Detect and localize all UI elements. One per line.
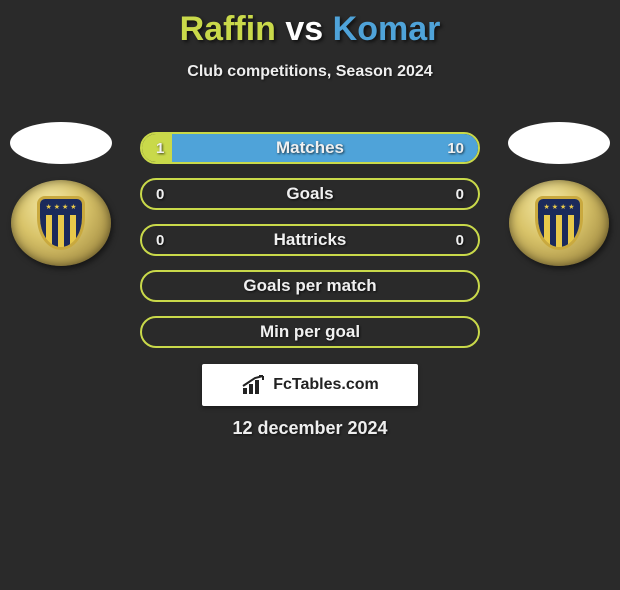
bar-value-right: 10	[447, 140, 464, 157]
bar-label: Min per goal	[142, 322, 478, 342]
attribution-text: FcTables.com	[273, 376, 379, 394]
player1-team-badge: ★★★★	[11, 180, 111, 266]
bar-label: Goals	[142, 184, 478, 204]
bar-value-left: 0	[156, 232, 164, 249]
player2-name: Komar	[333, 10, 441, 48]
stat-bar-row: Goals0 0	[140, 178, 480, 210]
player1-name: Raffin	[180, 10, 276, 48]
vs-text: vs	[285, 10, 323, 48]
stat-bar-row: Min per goal	[140, 316, 480, 348]
attribution-banner: FcTables.com	[202, 364, 418, 406]
date-text: 12 december 2024	[0, 418, 620, 439]
bar-label: Hattricks	[142, 230, 478, 250]
bar-value-right: 0	[456, 232, 464, 249]
player2-team-badge: ★★★★	[509, 180, 609, 266]
comparison-title: Raffin vs Komar	[0, 10, 620, 49]
bar-value-right: 0	[456, 186, 464, 203]
stat-bar-row: Goals per match	[140, 270, 480, 302]
team-shield-icon: ★★★★	[535, 196, 583, 250]
stat-bar-row: Matches1 10	[140, 132, 480, 164]
player-left-column: ★★★★	[6, 122, 116, 266]
team-shield-icon: ★★★★	[37, 196, 85, 250]
stat-bars: Matches110Goals00Hattricks00Goals per ma…	[140, 132, 480, 348]
bar-value-left: 0	[156, 186, 164, 203]
fctables-logo-icon	[241, 374, 267, 396]
player1-avatar-placeholder	[10, 122, 112, 164]
bar-label: Goals per match	[142, 276, 478, 296]
stat-bar-row: Hattricks0 0	[140, 224, 480, 256]
bar-label: Matches	[142, 138, 478, 158]
bar-value-left: 1	[156, 140, 164, 157]
player-right-column: ★★★★	[504, 122, 614, 266]
player2-avatar-placeholder	[508, 122, 610, 164]
subtitle: Club competitions, Season 2024	[0, 63, 620, 81]
